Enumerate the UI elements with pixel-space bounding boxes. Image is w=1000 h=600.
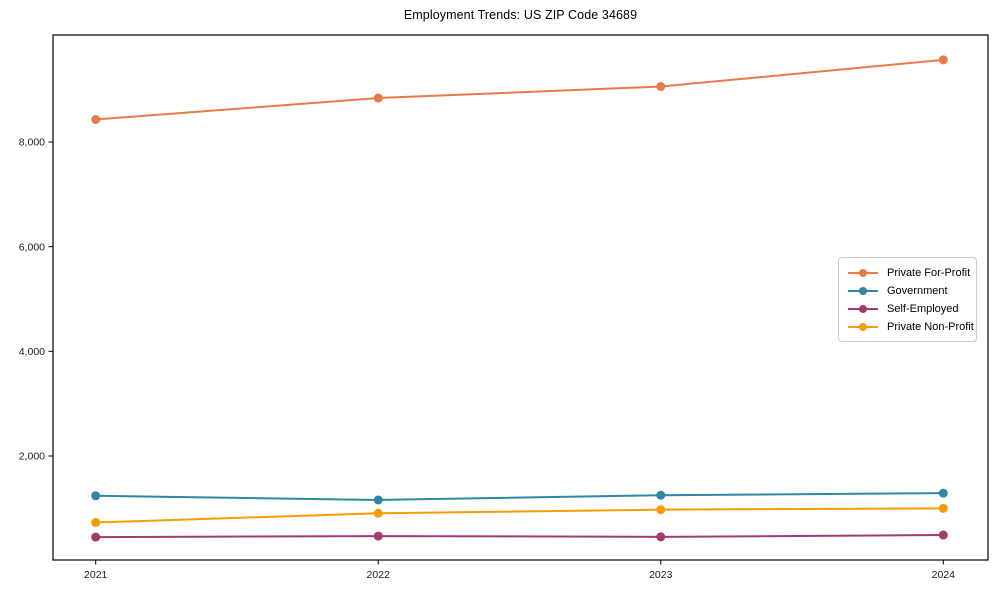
- legend-marker-private-non-profit: [848, 322, 878, 331]
- legend-marker-self-employed: [848, 304, 878, 313]
- data-point-government: [91, 491, 101, 501]
- data-point-private-for-profit: [656, 82, 666, 92]
- data-point-private-for-profit: [373, 93, 383, 103]
- chart-title: Employment Trends: US ZIP Code 34689: [403, 8, 638, 22]
- series-line-private-non-profit: [95, 507, 944, 524]
- data-point-self-employed: [373, 531, 383, 541]
- legend: Private For-Profit Government Self-Employe…: [838, 257, 977, 342]
- x-tick-label: 2023: [649, 569, 673, 581]
- data-point-government: [373, 495, 383, 505]
- series-line-government: [95, 492, 944, 501]
- legend-dot-private-non-profit: [859, 322, 867, 331]
- legend-item-private-for-profit: Private For-Profit: [848, 265, 971, 280]
- legend-label-private-non-profit: Private Non-Profit: [887, 320, 974, 333]
- data-point-private-for-profit: [91, 114, 101, 124]
- data-point-government: [656, 490, 666, 500]
- y-tick-label: 8,000: [19, 137, 45, 149]
- legend-item-government: Government: [848, 283, 968, 298]
- legend-dot-government: [859, 286, 867, 295]
- legend-item-self-employed: Self-Employed: [848, 301, 968, 316]
- data-point-government: [938, 488, 948, 498]
- data-point-self-employed: [91, 532, 101, 542]
- legend-marker-private-for-profit: [848, 268, 878, 277]
- series-line-self-employed: [95, 534, 944, 539]
- legend-label-government: Government: [887, 284, 948, 297]
- plot-border: [52, 34, 989, 561]
- legend-dot-private-for-profit: [859, 268, 867, 277]
- y-tick-label: 4,000: [19, 346, 45, 358]
- y-tick-label: 2,000: [19, 451, 45, 463]
- x-tick-label: 2022: [367, 569, 391, 581]
- y-tick-label: 6,000: [19, 241, 45, 253]
- data-point-private-non-profit: [656, 505, 666, 515]
- data-point-private-non-profit: [373, 508, 383, 518]
- data-point-private-for-profit: [938, 55, 948, 65]
- legend-label-self-employed: Self-Employed: [887, 302, 959, 315]
- data-point-private-non-profit: [938, 503, 948, 513]
- legend-dot-self-employed: [859, 304, 867, 313]
- data-point-self-employed: [938, 530, 948, 540]
- x-tick-label: 2024: [932, 569, 956, 581]
- data-point-private-non-profit: [91, 517, 101, 527]
- legend-label-private-for-profit: Private For-Profit: [887, 266, 971, 279]
- series-line-private-for-profit: [95, 58, 944, 121]
- legend-item-private-non-profit: Private Non-Profit: [848, 319, 974, 334]
- x-tick-label: 2021: [84, 569, 108, 581]
- legend-marker-government: [848, 286, 878, 295]
- data-point-self-employed: [656, 532, 666, 542]
